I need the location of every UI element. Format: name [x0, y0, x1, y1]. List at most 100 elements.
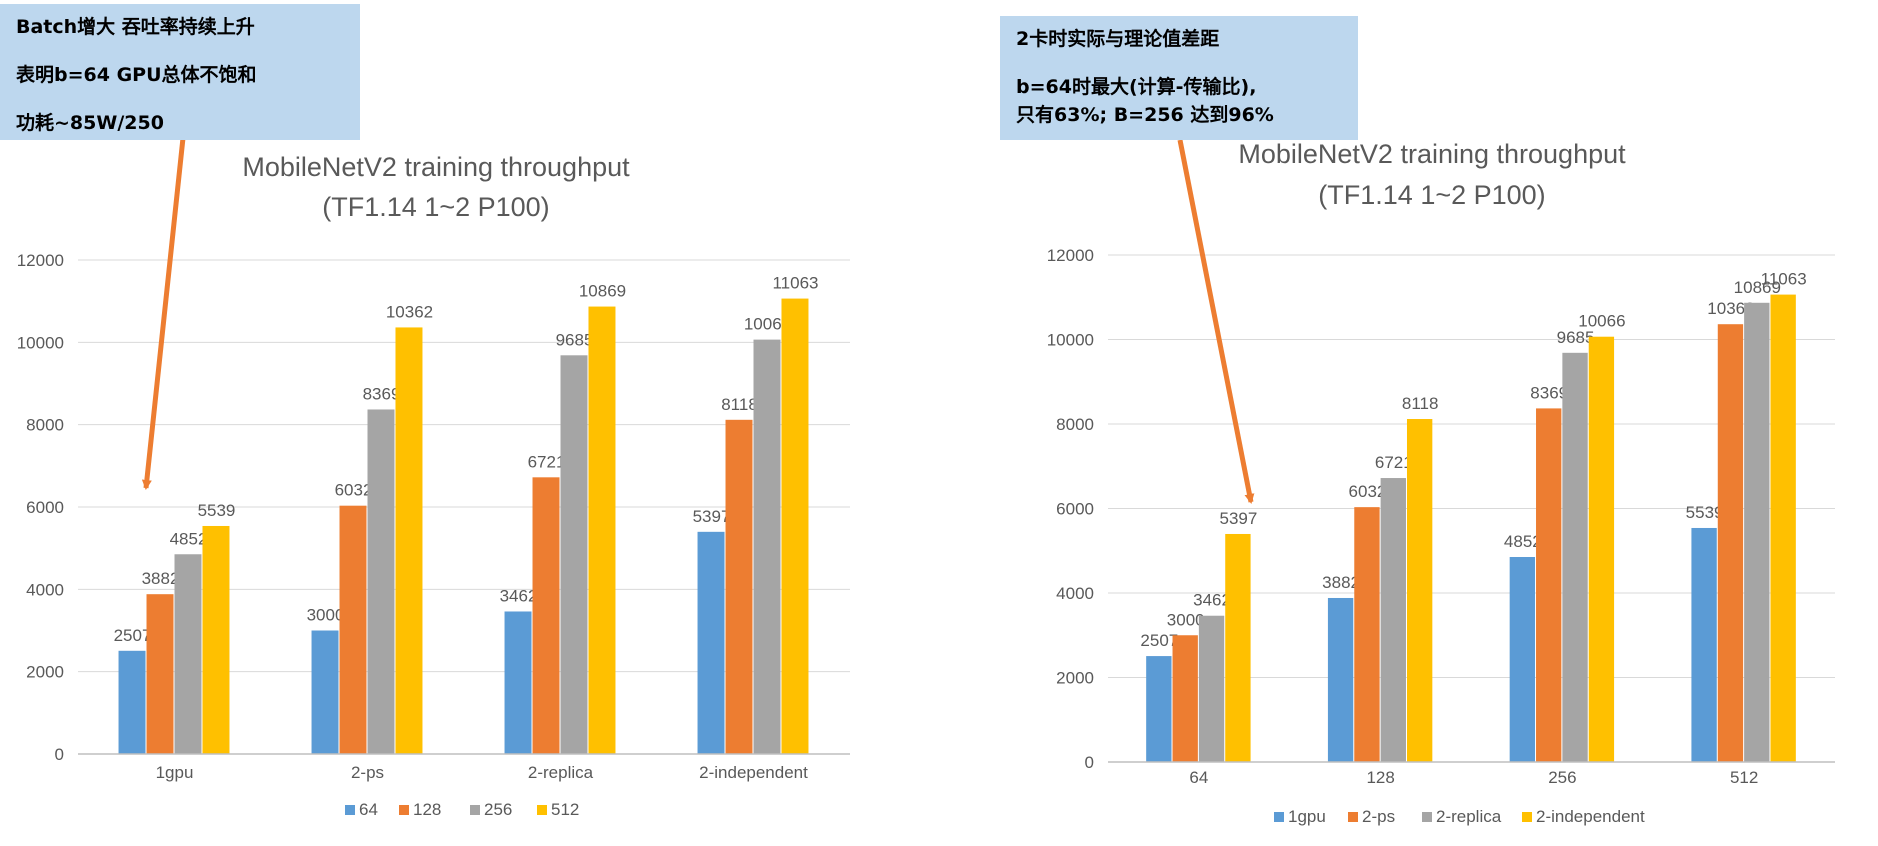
callout-right-line: b=64时最大(计算-传输比),	[1016, 76, 1257, 98]
data-label: 10066	[744, 315, 791, 334]
legend-swatch	[399, 805, 409, 815]
callout-right-line: 只有63%; B=256 达到96%	[1016, 104, 1274, 126]
y-tick-label: 2000	[26, 663, 64, 682]
callout-left-arrow	[141, 137, 186, 490]
bar	[1327, 597, 1354, 762]
y-tick-label: 10000	[1047, 331, 1094, 350]
bar	[395, 327, 423, 754]
data-label: 10869	[1734, 278, 1781, 297]
legend-label: 2-independent	[1536, 807, 1645, 826]
bar	[1770, 294, 1796, 762]
x-tick-label: 128	[1366, 768, 1394, 787]
data-label: 6721	[1375, 453, 1413, 472]
data-label: 10869	[579, 282, 626, 301]
chart-by-config: MobileNetV2 training throughput (TF1.14 1…	[17, 152, 850, 819]
x-tick-label: 2-replica	[528, 763, 594, 782]
chart-title: MobileNetV2 training throughput	[242, 152, 630, 182]
bar	[1562, 352, 1588, 762]
x-tick-label: 2-independent	[699, 763, 808, 782]
data-label: 10362	[386, 302, 433, 321]
data-label: 6032	[335, 481, 373, 500]
bar	[753, 339, 781, 754]
data-label: 5397	[693, 507, 731, 526]
bar	[1588, 336, 1615, 762]
legend-label: 2-ps	[1362, 807, 1395, 826]
bar	[1717, 324, 1744, 762]
legend-label: 256	[484, 800, 512, 819]
bar	[1198, 615, 1225, 762]
data-label: 3000	[307, 606, 345, 625]
bar	[1691, 527, 1717, 762]
data-label: 4852	[170, 529, 208, 548]
data-label: 2507	[114, 626, 152, 645]
data-label: 3882	[1322, 573, 1360, 592]
x-tick-label: 1gpu	[156, 763, 194, 782]
bar	[339, 505, 367, 754]
bar	[367, 409, 395, 754]
bar	[560, 355, 588, 754]
legend-label: 1gpu	[1288, 807, 1326, 826]
legend-label: 128	[413, 800, 441, 819]
data-label: 2507	[1140, 631, 1178, 650]
y-tick-label: 4000	[26, 580, 64, 599]
data-label: 3462	[500, 586, 538, 605]
data-label: 9685	[1557, 328, 1595, 347]
x-tick-label: 2-ps	[351, 763, 384, 782]
y-tick-label: 12000	[17, 251, 64, 270]
callout-left-line: 功耗~85W/250	[16, 112, 164, 134]
bar	[118, 650, 146, 754]
bar	[146, 594, 174, 754]
bar	[504, 611, 532, 754]
data-label: 5397	[1219, 509, 1257, 528]
data-label: 6032	[1349, 482, 1387, 501]
data-label: 9685	[556, 330, 594, 349]
chart-subtitle: (TF1.14 1~2 P100)	[1318, 180, 1545, 210]
bar	[1225, 533, 1251, 762]
y-tick-label: 12000	[1047, 246, 1094, 265]
chart-by-batch: MobileNetV2 training throughput (TF1.14 1…	[1047, 139, 1835, 826]
legend-swatch	[1422, 812, 1432, 822]
data-label: 10066	[1578, 312, 1625, 331]
data-label: 3000	[1167, 610, 1205, 629]
bar	[1380, 478, 1406, 762]
callout-left-line: 表明b=64 GPU总体不饱和	[16, 64, 257, 86]
bar	[1509, 557, 1536, 762]
y-tick-label: 4000	[1056, 584, 1094, 603]
data-label: 8118	[721, 395, 758, 414]
data-label: 8369	[1530, 383, 1568, 402]
y-tick-label: 0	[1085, 753, 1094, 772]
chart-subtitle: (TF1.14 1~2 P100)	[322, 192, 549, 222]
y-tick-label: 6000	[1056, 500, 1094, 519]
y-tick-label: 2000	[1056, 669, 1094, 688]
bar	[174, 554, 202, 754]
callout-left: Batch增大 吞吐率持续上升 表明b=64 GPU总体不饱和 功耗~85W/2…	[0, 4, 360, 140]
legend-swatch	[1274, 812, 1284, 822]
bar	[1744, 302, 1770, 762]
data-label: 10362	[1707, 299, 1754, 318]
bar	[1354, 507, 1380, 762]
y-tick-label: 6000	[26, 498, 64, 517]
callout-right: 2卡时实际与理论值差距 b=64时最大(计算-传输比), 只有63%; B=25…	[1000, 16, 1358, 140]
legend-label: 512	[551, 800, 579, 819]
y-tick-label: 0	[55, 745, 64, 764]
x-tick-label: 64	[1189, 768, 1208, 787]
callout-right-arrow	[1177, 139, 1255, 504]
callout-left-line: Batch增大 吞吐率持续上升	[16, 16, 255, 38]
data-label: 6721	[528, 452, 566, 471]
x-tick-label: 256	[1548, 768, 1576, 787]
bar	[532, 477, 560, 754]
legend-swatch	[1522, 812, 1532, 822]
legend-swatch	[537, 805, 547, 815]
legend-swatch	[345, 805, 355, 815]
y-tick-label: 8000	[26, 416, 64, 435]
bar	[311, 630, 339, 754]
data-label: 3882	[142, 569, 180, 588]
bar	[1146, 656, 1172, 762]
chart-title: MobileNetV2 training throughput	[1238, 139, 1626, 169]
y-tick-label: 10000	[17, 333, 64, 352]
bar	[697, 531, 725, 754]
bar	[588, 306, 616, 754]
data-label: 8369	[363, 384, 401, 403]
bar	[202, 525, 230, 754]
